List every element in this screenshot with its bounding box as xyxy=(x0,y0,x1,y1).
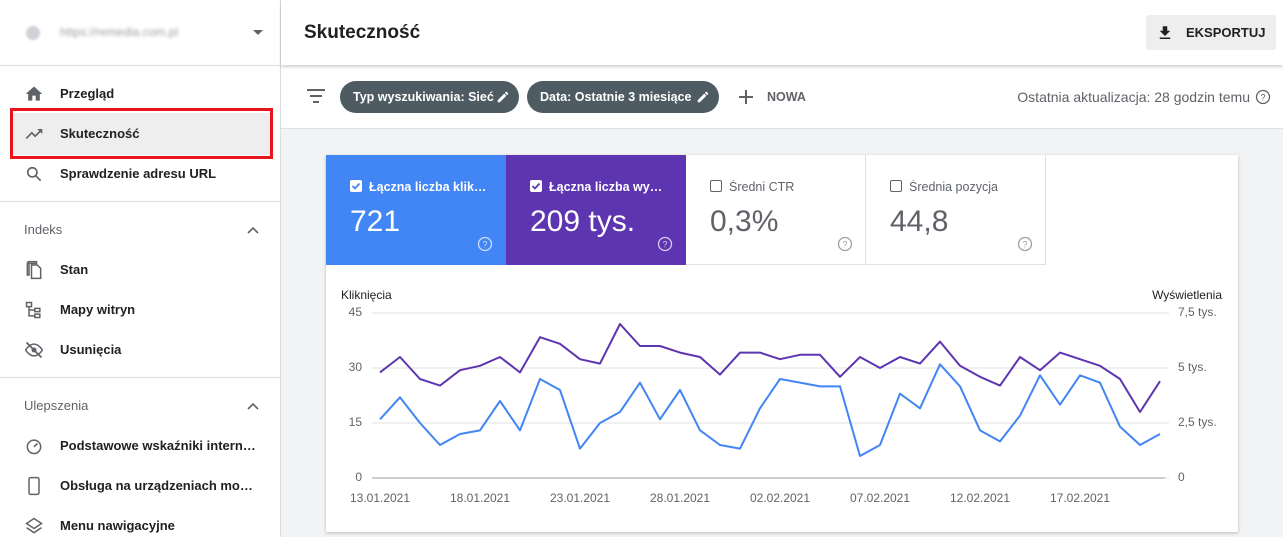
y2-axis-title: Wyświetlenia xyxy=(1152,288,1222,302)
nav-item[interactable]: Podstawowe wskaźniki internetowe xyxy=(60,438,256,453)
checkbox[interactable] xyxy=(710,180,722,192)
svg-text:?: ? xyxy=(1260,93,1265,103)
download-icon xyxy=(1159,26,1171,39)
header: Skuteczność EKSPORTUJ xyxy=(281,0,1283,65)
page-title: Skuteczność xyxy=(304,22,421,43)
nav-item[interactable]: Przegląd xyxy=(60,86,115,101)
site-favicon xyxy=(26,26,40,40)
layers-icon xyxy=(25,517,43,534)
svg-text:?: ? xyxy=(662,240,667,250)
nav-item[interactable]: Usunięcia xyxy=(60,342,122,357)
filter-chip[interactable]: Typ wyszukiwania: Sieć xyxy=(340,81,519,113)
series-line xyxy=(379,323,1161,413)
metric-tile[interactable]: Średni CTR 0,3% ? xyxy=(686,155,866,265)
export-button[interactable]: EKSPORTUJ xyxy=(1146,15,1276,50)
x-tick-label: 18.01.2021 xyxy=(450,491,510,505)
checkbox[interactable] xyxy=(890,180,902,192)
filter-bar: Typ wyszukiwania: Sieć Data: Ostatnie 3 … xyxy=(281,65,1283,129)
collapse-icon[interactable] xyxy=(247,226,259,234)
collapse-icon[interactable] xyxy=(247,402,259,410)
edit-icon xyxy=(697,91,709,103)
divider xyxy=(0,65,280,66)
edit-icon xyxy=(497,91,509,103)
chart: Kliknięcia Wyświetlenia 0 15 30 45 0 2,5 tys.… xyxy=(341,288,1222,505)
section-title[interactable]: Ulepszenia xyxy=(24,398,89,413)
removals-icon xyxy=(24,341,44,359)
help-icon[interactable]: ? xyxy=(1017,236,1033,252)
help-icon[interactable]: ? xyxy=(657,236,673,252)
checkbox[interactable] xyxy=(530,180,542,192)
new-filter[interactable]: NOWA xyxy=(767,90,806,104)
site-url[interactable]: https://remedia.com.pl xyxy=(60,25,179,39)
metric-value: 721 xyxy=(350,205,401,238)
export-label[interactable]: EKSPORTUJ xyxy=(1186,25,1266,40)
chip-label: Typ wyszukiwania: Sieć xyxy=(353,90,494,104)
metric-tile[interactable]: Łączna liczba wyświetleń 209 tys. ? xyxy=(506,155,686,265)
nav-item[interactable]: Mapy witryn xyxy=(60,302,136,317)
mobile-icon xyxy=(28,476,40,496)
x-tick-label: 13.01.2021 xyxy=(350,491,410,505)
y2-tick-label: 7,5 tys. xyxy=(1178,305,1217,319)
filter-chip[interactable]: Data: Ostatnie 3 miesiące xyxy=(527,81,719,113)
metric-label: Średni CTR xyxy=(729,180,795,194)
svg-text:?: ? xyxy=(1022,240,1027,250)
y-tick-label: 0 xyxy=(355,470,362,484)
nav-item[interactable]: Obsługa na urządzeniach mobilnych xyxy=(60,478,256,493)
trend-icon xyxy=(25,129,43,139)
metric-label: Średnia pozycja xyxy=(909,180,998,194)
y-tick-label: 30 xyxy=(349,360,363,374)
nav-item[interactable]: Stan xyxy=(60,262,89,277)
sitemap-icon xyxy=(25,301,41,319)
nav-item[interactable]: Menu nawigacyjne xyxy=(60,518,175,533)
y2-tick-label: 2,5 tys. xyxy=(1178,415,1217,429)
active-item-bg xyxy=(13,113,270,155)
y2-tick-label: 0 xyxy=(1178,470,1185,484)
gauge-icon xyxy=(26,439,42,455)
x-tick-label: 23.01.2021 xyxy=(550,491,610,505)
x-tick-label: 28.01.2021 xyxy=(650,491,710,505)
dropdown-arrow[interactable] xyxy=(252,29,264,37)
y-tick-label: 45 xyxy=(349,305,363,319)
x-tick-label: 12.02.2021 xyxy=(950,491,1010,505)
plus-icon[interactable] xyxy=(738,89,754,105)
svg-text:?: ? xyxy=(482,240,487,250)
metric-value: 44,8 xyxy=(890,205,949,238)
series-line xyxy=(379,363,1161,457)
help-icon[interactable]: ? xyxy=(837,236,853,252)
metric-label: Łączna liczba wyświetleń xyxy=(549,180,669,194)
home-icon xyxy=(25,86,43,101)
y-axis-title: Kliknięcia xyxy=(341,288,392,302)
checkbox[interactable] xyxy=(350,180,362,192)
pages-icon xyxy=(26,260,42,280)
y-tick-label: 15 xyxy=(349,415,363,429)
metric-label: Łączna liczba kliknięć xyxy=(369,180,489,194)
help-icon[interactable]: ? xyxy=(477,236,493,252)
x-tick-label: 02.02.2021 xyxy=(750,491,810,505)
filter-icon[interactable] xyxy=(305,88,327,104)
highlight-box xyxy=(10,108,273,159)
nav-item[interactable]: Sprawdzenie adresu URL xyxy=(60,166,217,181)
metric-tile[interactable]: Łączna liczba kliknięć 721 ? xyxy=(326,155,506,265)
metric-value: 0,3% xyxy=(710,205,779,238)
search-icon xyxy=(26,166,42,182)
sidebar: https://remedia.com.pl Przegląd Skuteczn… xyxy=(0,0,281,537)
metric-tile[interactable]: Średnia pozycja 44,8 ? xyxy=(866,155,1046,265)
metric-value: 209 tys. xyxy=(530,205,636,238)
last-update: Ostatnia aktualizacja: 28 godzin temu xyxy=(1017,89,1250,105)
x-tick-label: 07.02.2021 xyxy=(850,491,910,505)
y2-tick-label: 5 tys. xyxy=(1178,360,1207,374)
x-tick-label: 17.02.2021 xyxy=(1050,491,1110,505)
section-title[interactable]: Indeks xyxy=(24,222,63,237)
chip-label: Data: Ostatnie 3 miesiące xyxy=(540,90,692,104)
divider xyxy=(0,377,280,378)
divider xyxy=(0,201,280,202)
help-icon[interactable]: ? xyxy=(1255,89,1271,105)
svg-text:?: ? xyxy=(842,240,847,250)
